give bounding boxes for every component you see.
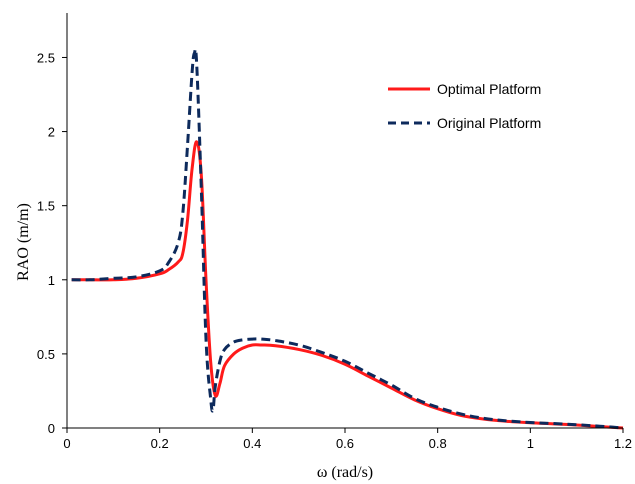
x-tick-label: 0.4: [243, 436, 261, 451]
legend-label-original-platform: Original Platform: [437, 115, 541, 131]
x-tick-label: 1: [527, 436, 534, 451]
y-tick-label: 2: [48, 125, 55, 140]
y-tick-label: 0.5: [37, 347, 55, 362]
series-line-original-platform: [71, 47, 624, 430]
x-axis-title: ω (rad/s): [317, 464, 373, 481]
x-tick-label: 0.6: [336, 436, 354, 451]
x-tick-label: 1.2: [614, 436, 632, 451]
y-tick-label: 2.5: [37, 50, 55, 65]
x-tick-label: 0.2: [151, 436, 169, 451]
tick-marks: [62, 56, 624, 433]
tick-labels: 0 0.2 0.4 0.6 0.8 1 1.2 0 0.5 1 1.5 2 2.5: [37, 50, 632, 451]
y-tick-label: 1.5: [37, 199, 55, 214]
plot-area: [71, 47, 624, 430]
y-axis-title: RAO (m/m): [15, 203, 32, 281]
x-tick-label: 0: [63, 436, 70, 451]
y-tick-label: 1: [48, 273, 55, 288]
y-tick-label: 0: [48, 421, 55, 436]
series-line-optimal-platform: [71, 140, 624, 430]
legend: Optimal Platform Original Platform: [388, 81, 541, 131]
legend-label-optimal-platform: Optimal Platform: [437, 81, 541, 97]
x-tick-label: 0.8: [429, 436, 447, 451]
